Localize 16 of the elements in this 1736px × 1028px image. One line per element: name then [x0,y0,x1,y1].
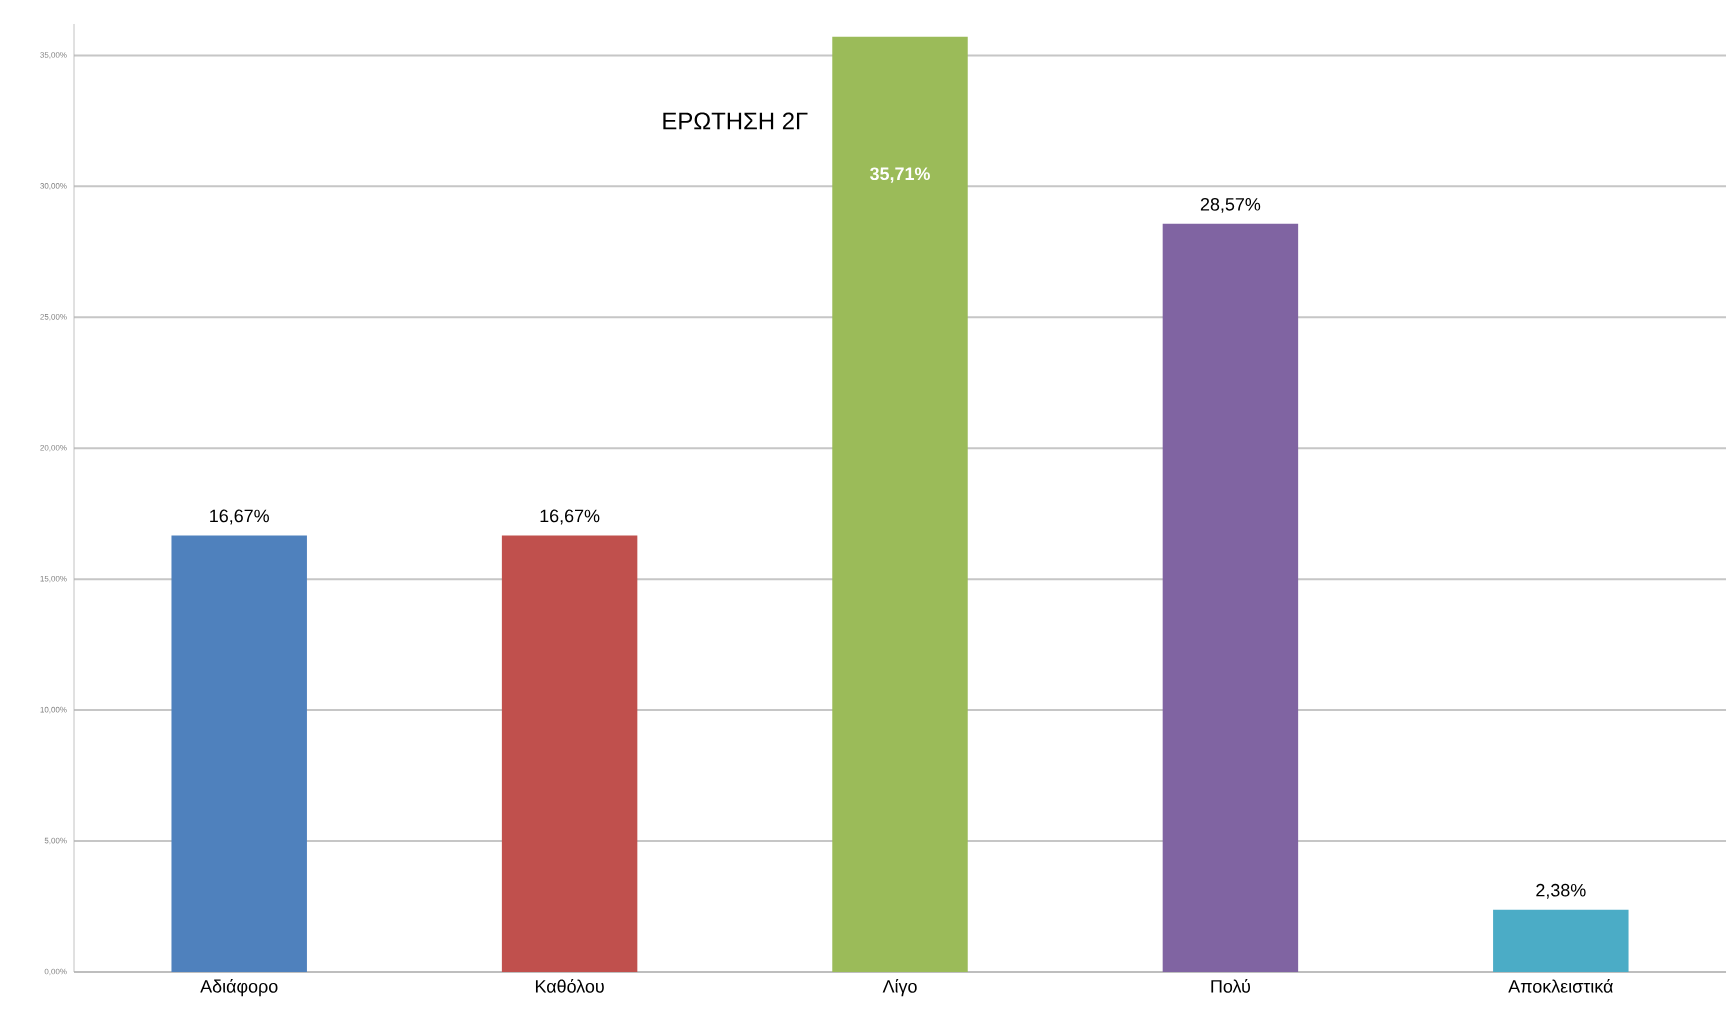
data-label: 35,71% [870,167,930,183]
data-label: 16,67% [540,509,600,525]
x-tick-label: Λίγο [882,979,917,997]
bar [832,36,968,972]
bar [1493,909,1629,972]
bar [1162,223,1299,972]
text: ΕΡΩΤΗΣΗ 2Γ [663,112,808,130]
x-tick-label: Πολύ [1211,979,1251,993]
x-tick-label: Καθόλου [535,979,604,993]
x-tick-label: Αδιάφορο [200,979,278,997]
data-label: 2,38% [1536,883,1586,899]
data-label: 28,57% [1200,197,1261,213]
data-label: 16,67% [210,509,269,525]
x-tick-label: Αποκλειστικά [1508,979,1613,993]
bar [501,535,638,972]
bar [171,535,307,972]
